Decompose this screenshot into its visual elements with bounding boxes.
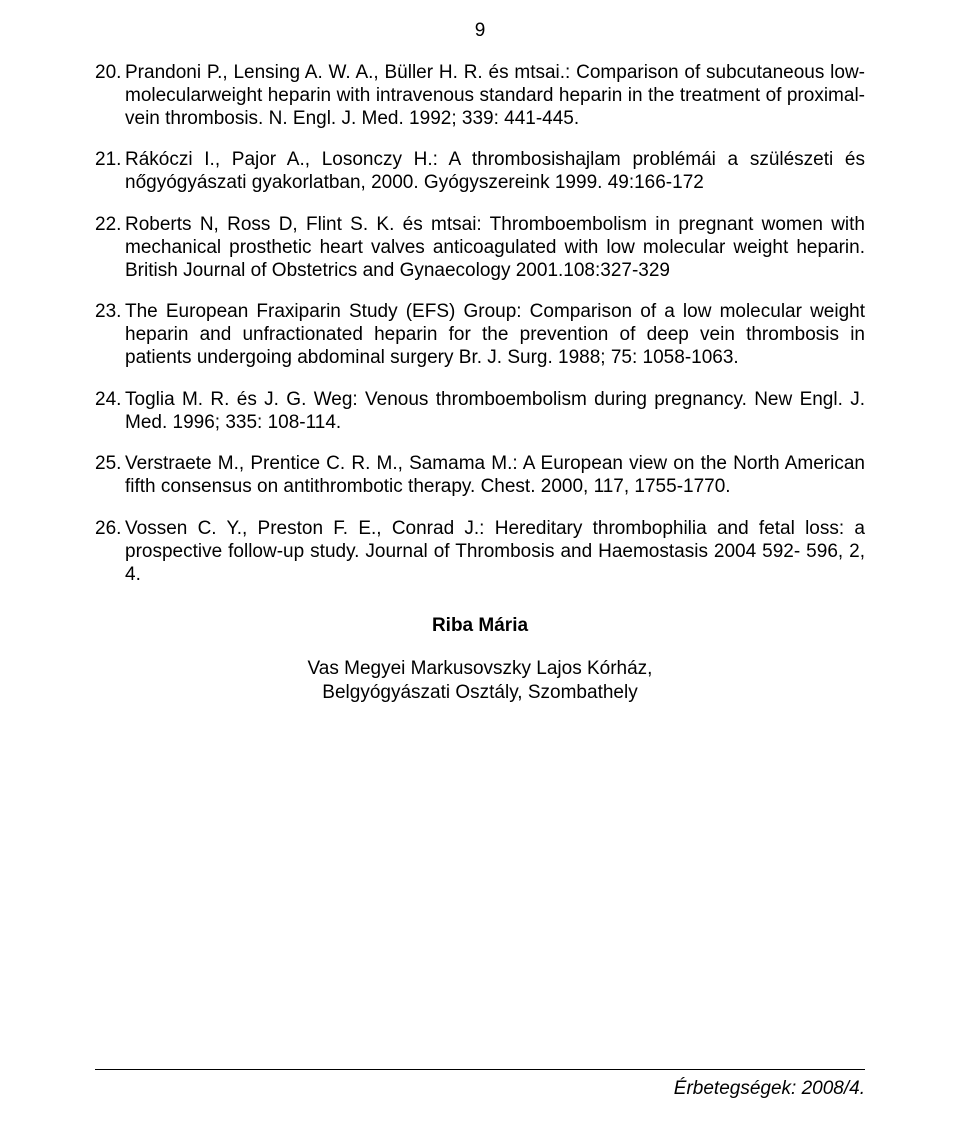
author-name: Riba Mária — [95, 614, 865, 638]
ref-text: Vossen C. Y., Preston F. E., Conrad J.: … — [125, 518, 865, 586]
author-affiliation-1: Vas Megyei Markusovszky Lajos Kórház, — [95, 657, 865, 681]
ref-text: Prandoni P., Lensing A. W. A., Büller H.… — [125, 62, 865, 130]
ref-number: 24. — [95, 389, 125, 435]
ref-number: 22. — [95, 214, 125, 282]
ref-text: The European Fraxiparin Study (EFS) Grou… — [125, 301, 865, 369]
page-container: 9 20. Prandoni P., Lensing A. W. A., Bül… — [0, 0, 960, 1125]
ref-number: 26. — [95, 518, 125, 586]
list-item: 22. Roberts N, Ross D, Flint S. K. és mt… — [95, 214, 865, 282]
list-item: 21. Rákóczi I., Pajor A., Losonczy H.: A… — [95, 149, 865, 195]
list-item: 24. Toglia M. R. és J. G. Weg: Venous th… — [95, 389, 865, 435]
footer-rule — [95, 1069, 865, 1070]
ref-number: 20. — [95, 62, 125, 130]
list-item: 23. The European Fraxiparin Study (EFS) … — [95, 301, 865, 369]
list-item: 25. Verstraete M., Prentice C. R. M., Sa… — [95, 453, 865, 499]
author-block: Riba Mária Vas Megyei Markusovszky Lajos… — [95, 614, 865, 704]
ref-text: Rákóczi I., Pajor A., Losonczy H.: A thr… — [125, 149, 865, 195]
ref-text: Verstraete M., Prentice C. R. M., Samama… — [125, 453, 865, 499]
reference-list: 20. Prandoni P., Lensing A. W. A., Bülle… — [95, 62, 865, 586]
ref-text: Roberts N, Ross D, Flint S. K. és mtsai:… — [125, 214, 865, 282]
list-item: 20. Prandoni P., Lensing A. W. A., Bülle… — [95, 62, 865, 130]
footer-text: Érbetegségek: 2008/4. — [674, 1078, 865, 1100]
page-number: 9 — [95, 20, 865, 42]
ref-text: Toglia M. R. és J. G. Weg: Venous thromb… — [125, 389, 865, 435]
list-item: 26. Vossen C. Y., Preston F. E., Conrad … — [95, 518, 865, 586]
ref-number: 23. — [95, 301, 125, 369]
ref-number: 21. — [95, 149, 125, 195]
ref-number: 25. — [95, 453, 125, 499]
author-affiliation-2: Belgyógyászati Osztály, Szombathely — [95, 681, 865, 705]
